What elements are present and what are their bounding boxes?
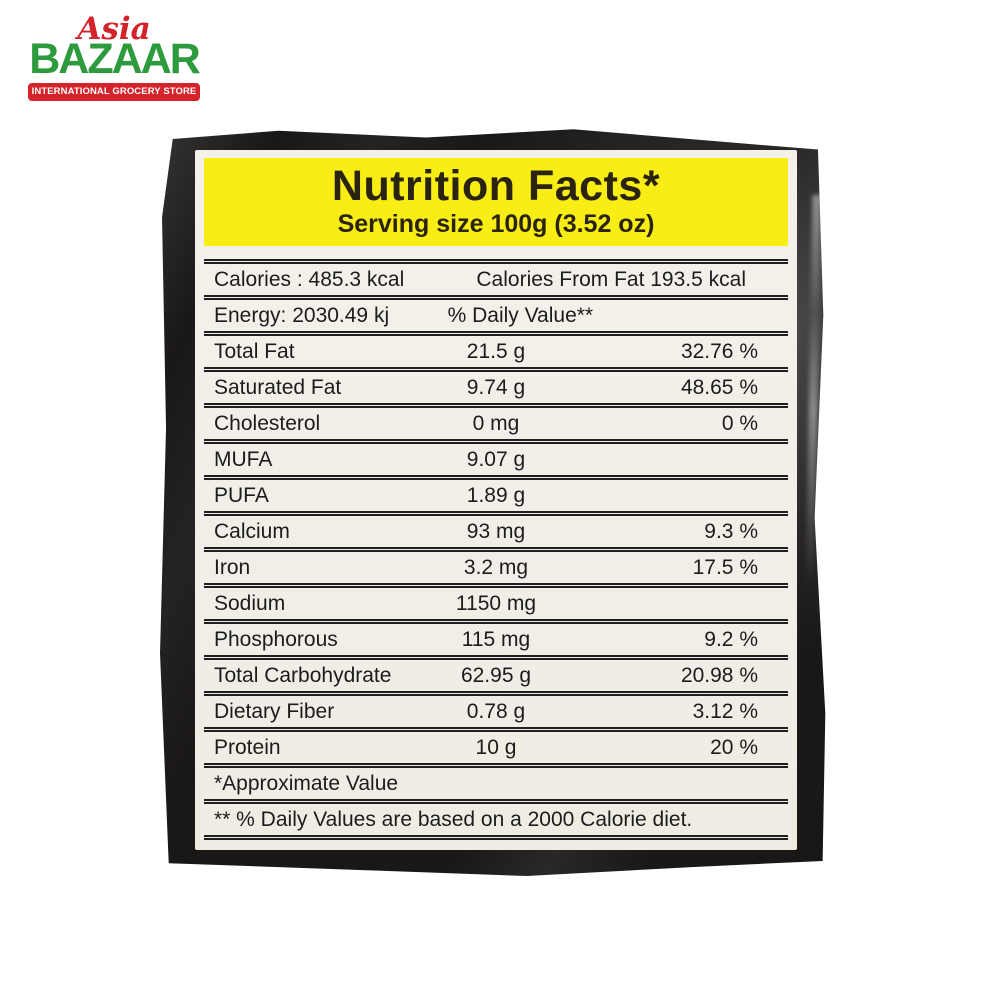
- calories-value: Calories : 485.3 kcal: [214, 267, 405, 291]
- nutrient-row-total-fat: Total Fat 21.5 g 32.76 %: [204, 331, 788, 367]
- energy-value: Energy: 2030.49 kj: [214, 303, 390, 327]
- nutrient-row-mufa: MUFA 9.07 g: [204, 439, 788, 475]
- nutrient-daily-value: 0 %: [721, 411, 758, 435]
- calories-row: Calories : 485.3 kcal Calories From Fat …: [204, 259, 788, 295]
- nutrient-daily-value: 20 %: [710, 735, 758, 759]
- nutrient-row-protein: Protein 10 g 20 %: [204, 727, 788, 763]
- nutrient-amount: 1150 mg: [455, 591, 537, 615]
- nutrient-amount: 9.07 g: [466, 447, 526, 471]
- footnote-daily-values: ** % Daily Values are based on a 2000 Ca…: [204, 799, 788, 835]
- daily-value-header: % Daily Value**: [447, 303, 594, 327]
- nutrition-facts-header: Nutrition Facts* Serving size 100g (3.52…: [204, 158, 788, 246]
- nutrient-row-phosphorous: Phosphorous 115 mg 9.2 %: [204, 619, 788, 655]
- package-bag: Nutrition Facts* Serving size 100g (3.52…: [160, 129, 826, 876]
- nutrient-daily-value: 20.98 %: [680, 663, 758, 687]
- footnote-approximate-value: *Approximate Value: [204, 763, 788, 799]
- footnote-text: ** % Daily Values are based on a 2000 Ca…: [214, 807, 693, 831]
- nutrient-name: PUFA: [214, 483, 269, 507]
- nutrient-amount: 0 mg: [472, 411, 520, 435]
- nutrient-name: Calcium: [214, 519, 290, 543]
- nutrient-daily-value: 9.2 %: [704, 627, 758, 651]
- nutrient-name: Protein: [214, 735, 281, 759]
- nutrient-row-calcium: Calcium 93 mg 9.3 %: [204, 511, 788, 547]
- nutrient-row-dietary-fiber: Dietary Fiber 0.78 g 3.12 %: [204, 691, 788, 727]
- nutrition-table: Calories : 485.3 kcal Calories From Fat …: [204, 259, 788, 840]
- nutrient-row-saturated-fat: Saturated Fat 9.74 g 48.65 %: [204, 367, 788, 403]
- nutrient-name: Cholesterol: [214, 411, 321, 435]
- nutrient-amount: 21.5 g: [466, 339, 526, 363]
- calories-from-fat-value: Calories From Fat 193.5 kcal: [476, 267, 746, 291]
- nutrient-name: MUFA: [214, 447, 273, 471]
- nutrient-amount: 62.95 g: [460, 663, 532, 687]
- store-logo: Asia BAZAAR INTERNATIONAL GROCERY STORE: [28, 11, 201, 101]
- serving-size-text: Serving size 100g (3.52 oz): [337, 210, 655, 238]
- nutrient-name: Iron: [214, 555, 251, 579]
- nutrient-name: Saturated Fat: [214, 375, 342, 399]
- nutrient-name: Sodium: [214, 591, 286, 615]
- logo-bazaar-text: BAZAAR: [29, 35, 201, 83]
- nutrient-daily-value: 48.65 %: [680, 375, 758, 399]
- nutrient-daily-value: 17.5 %: [692, 555, 758, 579]
- nutrient-name: Total Carbohydrate: [214, 663, 392, 687]
- nutrient-amount: 1.89 g: [466, 483, 526, 507]
- nutrient-row-total-carbohydrate: Total Carbohydrate 62.95 g 20.98 %: [204, 655, 788, 691]
- nutrient-daily-value: 32.76 %: [680, 339, 758, 363]
- nutrition-label: Nutrition Facts* Serving size 100g (3.52…: [195, 150, 797, 850]
- nutrient-row-pufa: PUFA 1.89 g: [204, 475, 788, 511]
- energy-row: Energy: 2030.49 kj % Daily Value**: [204, 295, 788, 331]
- logo-tagline: INTERNATIONAL GROCERY STORE: [28, 83, 200, 101]
- footnote-text: *Approximate Value: [214, 771, 399, 795]
- nutrient-daily-value: 3.12 %: [692, 699, 758, 723]
- nutrient-name: Dietary Fiber: [214, 699, 335, 723]
- nutrient-name: Total Fat: [214, 339, 295, 363]
- nutrient-name: Phosphorous: [214, 627, 338, 651]
- nutrient-amount: 93 mg: [466, 519, 526, 543]
- logo-asia-text: Asia: [77, 11, 151, 47]
- nutrient-amount: 0.78 g: [466, 699, 526, 723]
- nutrient-row-cholesterol: Cholesterol 0 mg 0 %: [204, 403, 788, 439]
- nutrient-daily-value: 9.3 %: [704, 519, 758, 543]
- nutrient-row-iron: Iron 3.2 mg 17.5 %: [204, 547, 788, 583]
- nutrient-amount: 115 mg: [461, 627, 531, 651]
- nutrition-facts-title: Nutrition Facts*: [331, 162, 661, 210]
- nutrient-amount: 3.2 mg: [463, 555, 529, 579]
- nutrient-amount: 10 g: [475, 735, 517, 759]
- nutrient-amount: 9.74 g: [466, 375, 526, 399]
- nutrient-row-sodium: Sodium 1150 mg: [204, 583, 788, 619]
